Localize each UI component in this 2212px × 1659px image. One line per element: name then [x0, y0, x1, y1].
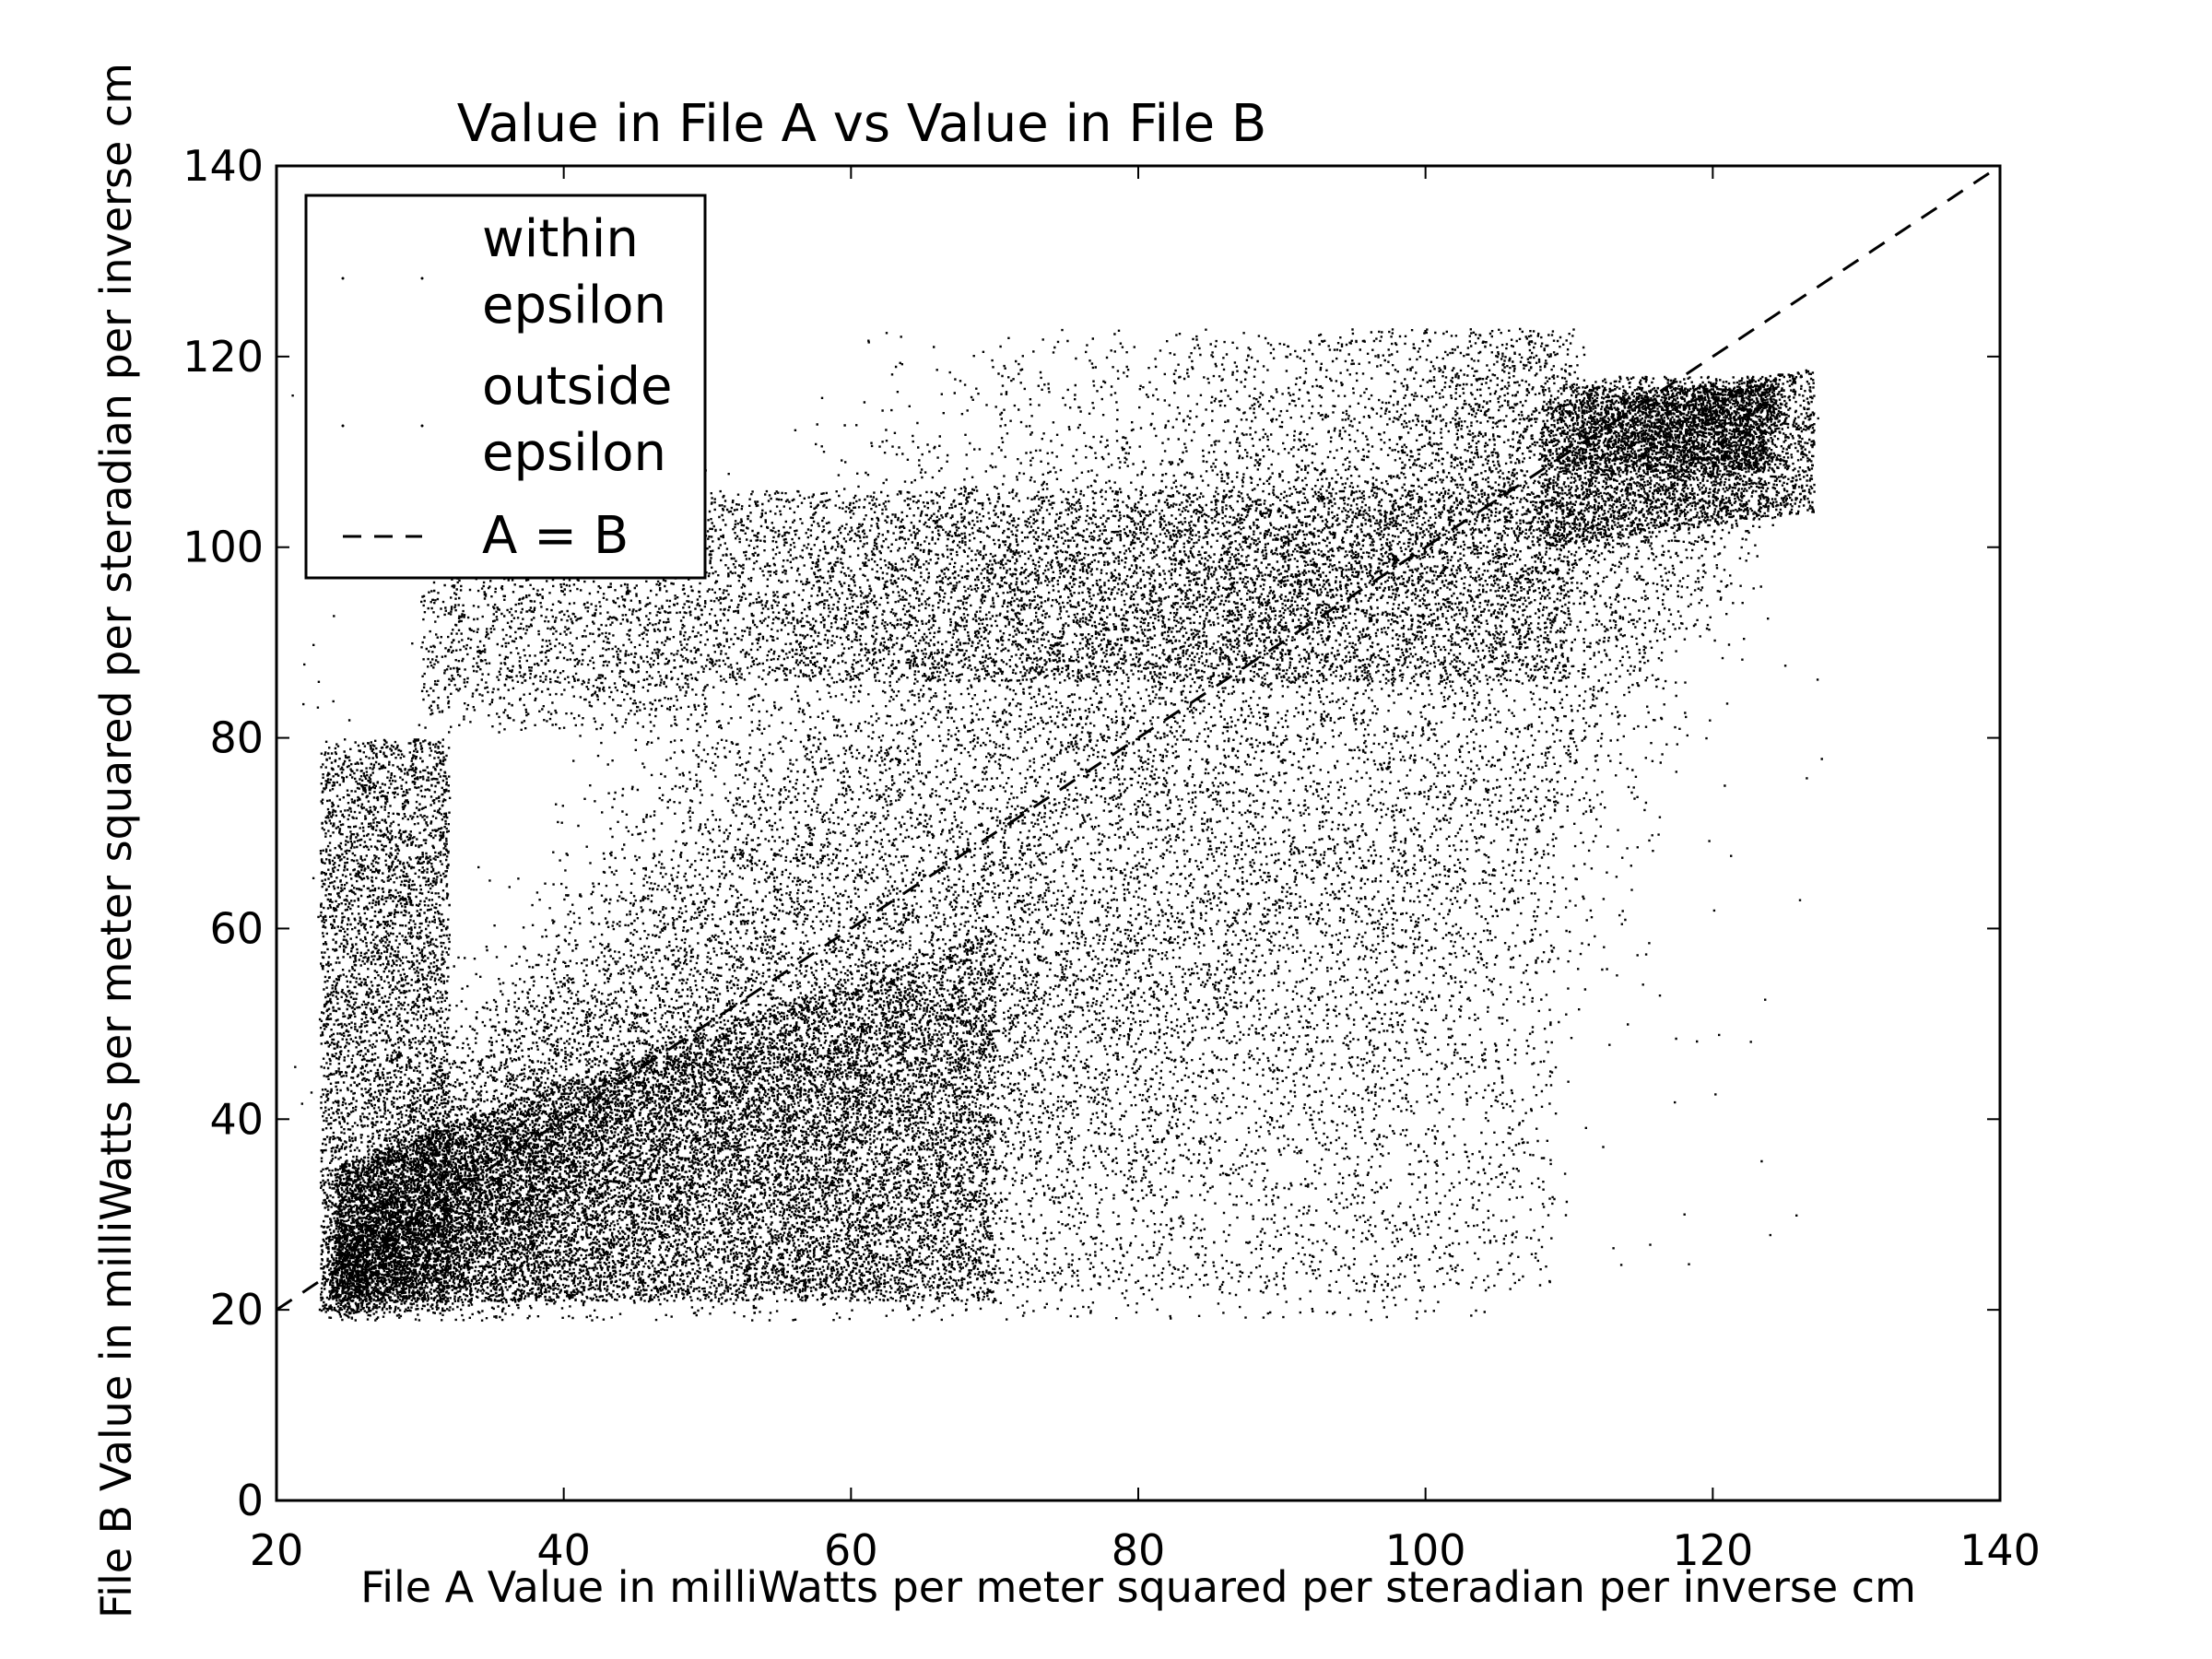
legend-outside-label-line1: outside [482, 357, 672, 417]
chart-title: Value in File A vs Value in File B [457, 94, 1267, 154]
y-axis-label: File B Value in milliWatts per meter squ… [91, 63, 141, 1618]
legend-within-marker-1 [341, 276, 345, 280]
legend-outside-marker-2 [420, 424, 424, 428]
x-tick-label: 80 [1112, 1525, 1166, 1575]
legend-identity-label: A = B [482, 506, 629, 566]
x-tick-label: 20 [250, 1525, 304, 1575]
y-tick-label: 140 [182, 141, 264, 191]
legend: within epsilon outside epsilon A = B [304, 194, 707, 580]
legend-box [304, 194, 707, 580]
legend-within-label-line2: epsilon [482, 276, 666, 335]
legend-outside-label-line2: epsilon [482, 423, 666, 483]
y-tick-label: 80 [209, 713, 264, 763]
scatter-points [291, 327, 1823, 1322]
y-tick-label: 120 [182, 332, 264, 382]
scatter-point-cloud [291, 327, 1823, 1322]
y-tick-label: 60 [209, 903, 264, 953]
x-tick-label: 140 [1959, 1525, 2041, 1575]
x-tick-label: 120 [1672, 1525, 1753, 1575]
x-axis-ticks: 20 40 60 80 100 120 140 [250, 166, 2041, 1575]
legend-within-marker-2 [420, 276, 424, 280]
legend-outside-marker-1 [341, 424, 345, 428]
x-axis-label: File A Value in milliWatts per meter squ… [360, 1562, 1916, 1612]
identity-line-a-equals-b [276, 166, 2000, 1312]
y-axis-ticks: 0 20 40 60 80 100 120 140 [182, 141, 2000, 1525]
legend-within-label-line1: within [482, 209, 639, 269]
y-tick-label: 20 [209, 1285, 264, 1335]
y-tick-label: 40 [209, 1094, 264, 1144]
x-tick-label: 40 [536, 1525, 591, 1575]
x-tick-label: 60 [824, 1525, 878, 1575]
y-tick-label: 0 [237, 1476, 264, 1525]
y-tick-label: 100 [182, 523, 264, 572]
x-tick-label: 100 [1385, 1525, 1466, 1575]
